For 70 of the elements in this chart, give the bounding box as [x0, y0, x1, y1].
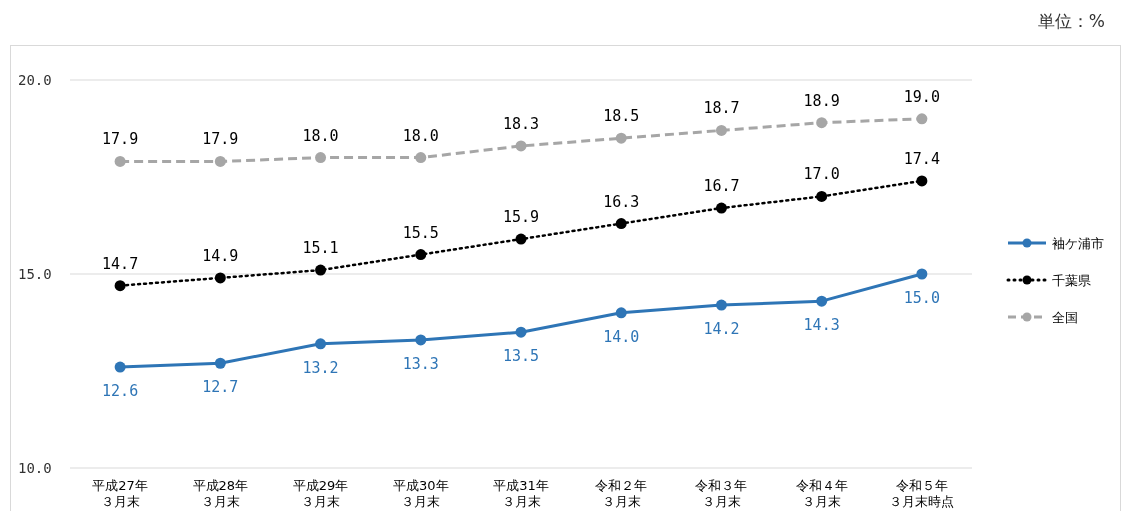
x-tick-label: 平成29年３月末	[292, 478, 349, 509]
point	[615, 218, 627, 230]
x-tick-label: 令和２年３月末	[595, 478, 648, 509]
point	[114, 361, 126, 373]
data-label: 12.6	[102, 382, 139, 401]
x-tick-label: 令和３年３月末	[695, 478, 748, 509]
point	[214, 272, 226, 284]
data-label: 13.5	[502, 347, 540, 366]
x-tick-label: 平成27年３月末	[92, 478, 148, 509]
x-tick-label: 令和５年３月末時点	[889, 478, 955, 509]
legend-label: 袖ケ浦市	[1052, 236, 1104, 251]
y-tick-label: 15.0	[18, 266, 52, 282]
data-label: 14.3	[803, 316, 840, 335]
data-label: 14.2	[703, 320, 740, 339]
point	[515, 233, 527, 245]
data-label: 17.9	[102, 130, 139, 149]
data-label: 18.0	[402, 126, 439, 145]
x-tick-label: 平成31年３月末	[493, 478, 549, 509]
point	[615, 132, 627, 144]
point	[515, 140, 527, 152]
point	[916, 175, 928, 187]
x-tick-label: 平成30年３月末	[393, 478, 449, 509]
point	[816, 117, 828, 129]
data-label: 18.9	[803, 91, 840, 110]
data-label: 17.0	[803, 165, 840, 184]
data-label: 16.7	[703, 177, 740, 196]
data-label: 12.7	[202, 378, 239, 397]
data-label: 13.2	[302, 358, 339, 377]
data-label: 15.9	[502, 208, 540, 227]
point	[315, 264, 327, 276]
point	[816, 190, 828, 202]
data-label: 18.3	[502, 114, 540, 133]
y-tick-label: 20.0	[18, 72, 52, 88]
data-label: 19.0	[903, 87, 940, 106]
data-label: 14.9	[202, 246, 239, 265]
point	[214, 155, 226, 167]
data-label: 18.0	[302, 126, 339, 145]
text: 単位：%	[1037, 11, 1105, 31]
data-label: 15.5	[402, 223, 439, 242]
point	[415, 152, 427, 164]
data-label: 16.3	[603, 192, 640, 211]
data-label: 18.7	[703, 99, 740, 118]
point	[315, 338, 327, 350]
point	[515, 326, 527, 338]
point	[715, 202, 727, 214]
point	[214, 357, 226, 369]
x-tick-label: 令和４年３月末	[795, 478, 848, 509]
point	[114, 280, 126, 292]
point	[615, 307, 627, 319]
data-label: 17.9	[202, 130, 239, 149]
point	[114, 155, 126, 167]
data-label: 17.4	[903, 149, 940, 168]
data-label: 14.0	[603, 327, 640, 346]
x-tick-label: 平成28年３月末	[192, 478, 249, 509]
point	[916, 268, 928, 280]
point	[715, 124, 727, 136]
data-label: 15.1	[302, 239, 339, 258]
y-tick-label: 10.0	[18, 460, 52, 476]
data-label: 13.3	[402, 354, 439, 373]
data-label: 18.5	[603, 107, 640, 126]
legend-label: 全国	[1052, 310, 1078, 325]
point	[715, 299, 727, 311]
point	[415, 334, 427, 346]
point	[315, 152, 327, 164]
data-label: 14.7	[102, 254, 139, 273]
point	[916, 113, 928, 125]
legend-label: 千葉県	[1052, 273, 1091, 288]
point	[415, 249, 427, 261]
point	[816, 295, 828, 307]
data-label: 15.0	[903, 289, 940, 307]
